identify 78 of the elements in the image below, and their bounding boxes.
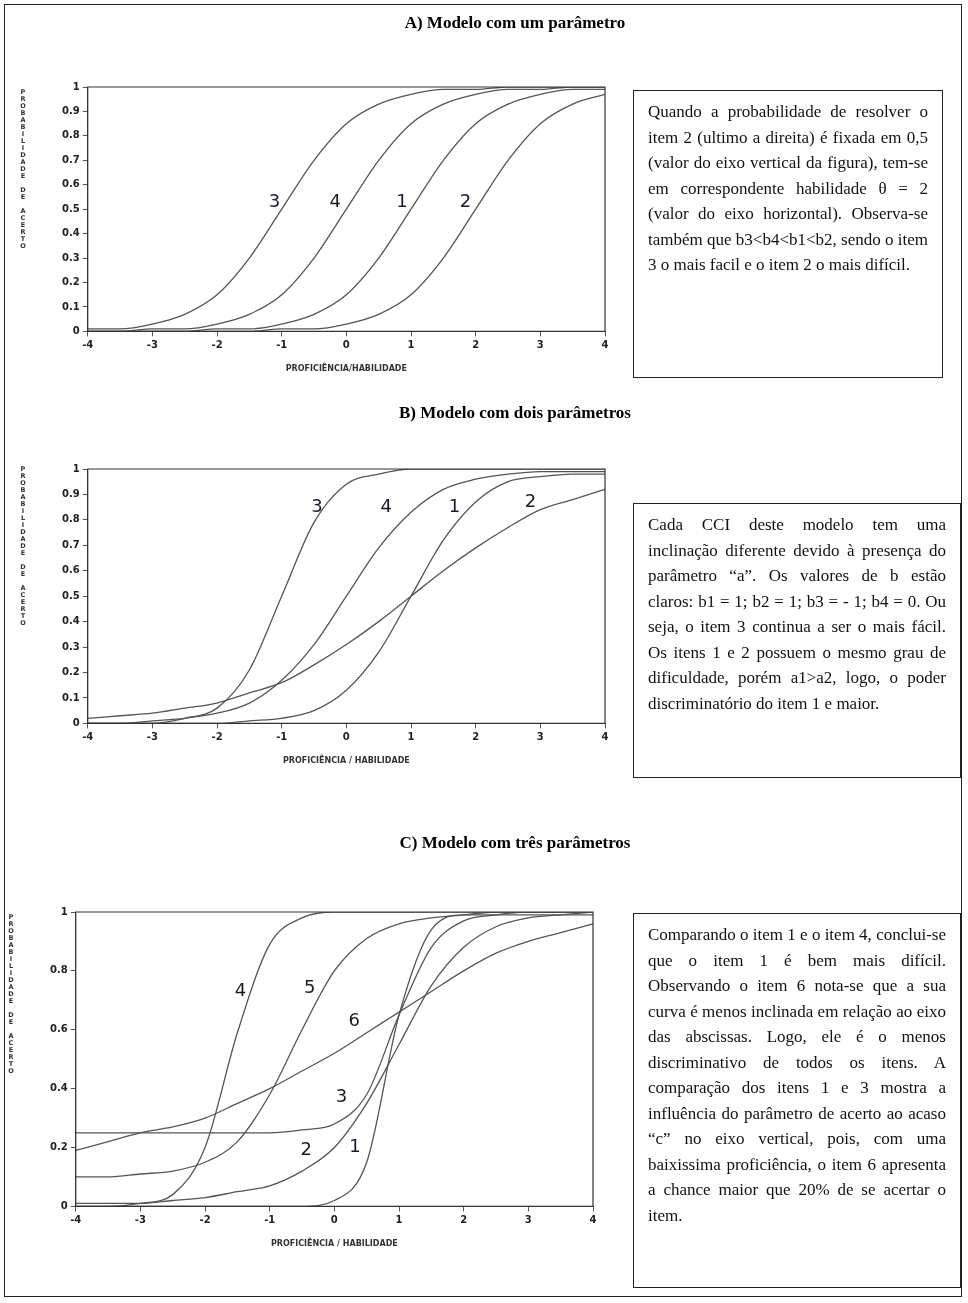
x-tick-label: 4 [589, 1213, 597, 1225]
y-tick-label: 0 [72, 324, 80, 336]
y-tick-label: 0.7 [62, 153, 80, 165]
x-tick-label: -1 [276, 338, 288, 350]
y-tick-label: 0.4 [50, 1082, 68, 1094]
y-tick-label: 0.4 [62, 615, 80, 627]
x-tick-label: 1 [407, 730, 415, 742]
series-label: 4 [329, 189, 341, 211]
y-tick-label: 0.5 [62, 589, 80, 601]
series-label: 3 [268, 189, 281, 211]
series-label: 3 [311, 494, 323, 516]
x-axis-title: PROFICIÊNCIA / HABILIDADE [270, 1237, 398, 1249]
text: Comparando o item 1 e o item 4, conclui-se que o item 1 é bem mais difícil. Observando o item 6 nota-se que a sua curva é menos inclinada em relação ao eixo das abscissas. Logo, ele é o menos discriminativo de todos os itens. A comparação dos itens 1 e 3 mostra a influência do parâmetro de acerto ao acaso “c” no eixo vertical, pois, com uma baixissima proficiência, o item 6 apresenta a chance maior que 20% de se acertar o item. [648, 925, 946, 1225]
y-tick-label: 0.1 [62, 300, 80, 312]
y-tick-label: 0.8 [62, 129, 80, 141]
x-tick-label: 3 [524, 1213, 532, 1225]
series-label: 6 [348, 1008, 360, 1030]
x-tick-label: 4 [601, 730, 609, 742]
x-tick-label: -3 [146, 338, 158, 350]
y-tick-label: 0.9 [62, 488, 80, 500]
series-label: 1 [396, 189, 408, 211]
x-tick-label: -2 [211, 338, 223, 350]
x-tick-label: -1 [276, 730, 288, 742]
y-tick-label: 0.3 [62, 640, 80, 652]
y-tick-label: 0 [60, 1199, 68, 1211]
x-tick-label: 2 [460, 1213, 468, 1225]
x-tick-label: 1 [407, 338, 415, 350]
y-tick-label: 0.6 [50, 1023, 68, 1035]
series-label: 2 [524, 489, 537, 511]
x-tick-label: -4 [70, 1213, 82, 1225]
x-tick-label: 3 [536, 730, 544, 742]
y-tick-label: 1 [60, 905, 68, 917]
y-tick-label: 0.6 [62, 564, 80, 576]
x-tick-label: 2 [472, 730, 480, 742]
y-tick-label: 0.2 [62, 666, 80, 678]
x-tick-label: 0 [342, 338, 350, 350]
chart-title: A) Modelo com um parâmetro [403, 13, 627, 33]
y-tick-label: 0.2 [50, 1141, 68, 1153]
y-tick-label: 0.2 [62, 276, 80, 288]
chart-title: C) Modelo com três parâmetros [398, 833, 632, 853]
x-tick-label: -3 [146, 730, 158, 742]
x-tick-label: 3 [536, 338, 544, 350]
text: Quando a probabilidade de resolver o item 2 (ultimo a direita) é fixada em 0,5 (valor do eixo vertical da figura), tem-se em correspondente habilidade θ = 2 (valor do eixo horizontal). Observa-se também que b3<b4<b1<b2, sendo o item 3 o mais facil e o item 2 o mais difícil. [633, 90, 943, 378]
y-tick-label: 0.9 [62, 105, 80, 117]
x-tick-label: -1 [264, 1213, 276, 1225]
x-axis-title: PROFICIÊNCIA/HABILIDADE [285, 362, 407, 374]
chart-title: B) Modelo com dois parâmetros [398, 403, 632, 423]
series-label: 1 [349, 1135, 361, 1157]
series-label: 3 [335, 1085, 348, 1107]
y-tick-label: 0.1 [62, 691, 80, 703]
series-label: 4 [380, 494, 392, 516]
x-tick-label: 1 [395, 1213, 403, 1225]
y-tick-label: 0.3 [62, 251, 80, 263]
y-tick-label: 0.8 [50, 964, 68, 976]
text: Cada CCI deste modelo tem uma inclinação diferente devido à presença do parâmetro “a”. Os valores de b estão claros: b1 = 1; b2 = 1; b3 = - 1; b4 = 0. Ou seja, o item 3 continua a ser o mais fácil. Os itens 1 e 2 possuem o mesmo grau de dificuldade, porém a1>a2, logo, o poder discriminatório do item 1 e maior. [633, 503, 961, 778]
y-tick-label: 1 [72, 462, 80, 474]
x-tick-label: 0 [342, 730, 350, 742]
y-tick-label: 0.6 [62, 178, 80, 190]
x-tick-label: -2 [199, 1213, 211, 1225]
y-tick-label: 0.7 [62, 538, 80, 550]
series-label: 2 [300, 1138, 313, 1160]
series-label: 5 [303, 976, 316, 998]
x-tick-label: -4 [82, 338, 94, 350]
x-tick-label: -3 [134, 1213, 146, 1225]
x-tick-label: -4 [82, 730, 94, 742]
series-label: 1 [448, 494, 461, 516]
series-label: 2 [459, 189, 472, 211]
x-tick-label: 4 [601, 338, 609, 350]
y-tick-label: 0.8 [62, 513, 80, 525]
x-axis-title: PROFICIÊNCIA / HABILIDADE [282, 754, 410, 766]
y-tick-label: 1 [72, 80, 80, 92]
y-tick-label: 0 [72, 716, 80, 728]
x-tick-label: -2 [211, 730, 223, 742]
y-tick-label: 0.4 [62, 227, 80, 239]
x-tick-label: 0 [330, 1213, 338, 1225]
x-tick-label: 2 [472, 338, 480, 350]
y-tick-label: 0.5 [62, 202, 80, 214]
series-label: 4 [234, 979, 247, 1001]
